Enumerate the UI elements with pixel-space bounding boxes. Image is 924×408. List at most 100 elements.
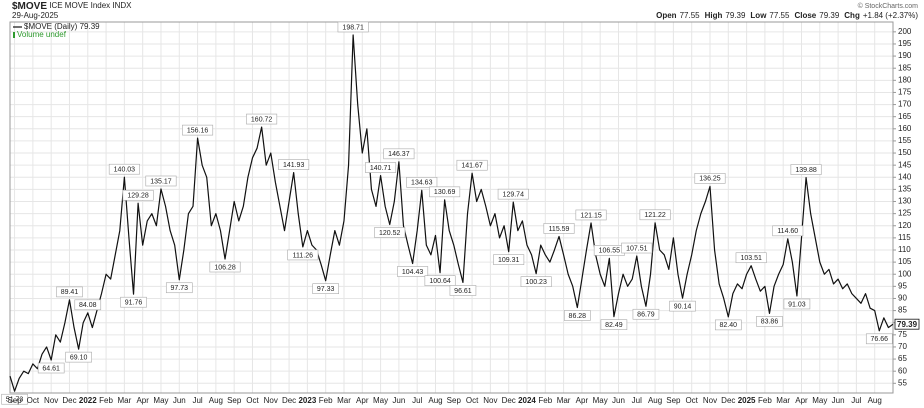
- value-label-text: 106.55: [599, 248, 621, 255]
- last-value-box: [894, 318, 920, 330]
- x-tick-label: Sep: [447, 396, 462, 405]
- value-label-box: [374, 227, 406, 238]
- value-label-text: 107.51: [626, 245, 648, 252]
- series-line: [9, 34, 894, 392]
- value-label-text: 97.73: [171, 285, 189, 292]
- value-label-box: [165, 282, 193, 294]
- value-label-text: 141.67: [461, 163, 483, 170]
- x-tick-label: Nov: [483, 396, 497, 405]
- chart-title: $MOVE ICE MOVE Index INDX: [12, 1, 132, 12]
- value-label: 103.51: [735, 252, 767, 264]
- x-tick-label: Jun: [832, 396, 845, 405]
- value-label-box: [790, 164, 822, 175]
- value-label-box: [337, 21, 369, 33]
- value-label-text: 121.22: [644, 212, 666, 219]
- quote-label: Chg: [844, 11, 860, 20]
- x-tick-label: Dec: [721, 396, 735, 405]
- x-tick-label: Dec: [282, 396, 296, 405]
- quote-value: 79.39: [819, 11, 840, 20]
- value-label-box: [120, 296, 147, 308]
- y-tick-label: 145: [898, 160, 912, 169]
- value-label-box: [735, 252, 767, 264]
- y-tick-label: 170: [898, 100, 912, 109]
- value-label: 51.73: [1, 393, 28, 405]
- value-label: 97.73: [165, 282, 193, 294]
- value-label-text: 156.16: [187, 127, 209, 134]
- y-tick-label: 195: [898, 39, 912, 48]
- value-label-text: 114.60: [777, 228, 798, 235]
- y-tick-label: 150: [898, 148, 912, 157]
- value-label-box: [449, 285, 477, 296]
- x-tick-label: Sep: [666, 396, 681, 405]
- x-tick-label: Dec: [502, 396, 516, 405]
- value-label: 100.23: [520, 276, 552, 287]
- value-label-text: 82.49: [605, 322, 623, 329]
- value-label: 96.61: [449, 285, 477, 296]
- y-tick-label: 200: [898, 27, 912, 36]
- value-label-text: 115.59: [549, 226, 570, 233]
- value-label-text: 141.93: [283, 162, 305, 169]
- x-tick-label: Mar: [337, 396, 351, 405]
- legend-swatch: [13, 32, 15, 38]
- value-label-text: 91.76: [125, 300, 143, 307]
- value-label-box: [397, 266, 429, 277]
- y-tick-label: 105: [898, 257, 912, 266]
- value-label-box: [287, 249, 319, 261]
- value-label: 76.66: [865, 333, 893, 345]
- value-label-box: [714, 319, 742, 331]
- value-label-box: [621, 242, 653, 254]
- value-label-text: 120.52: [379, 230, 401, 237]
- y-tick-label: 125: [898, 209, 912, 218]
- value-label: 115.59: [543, 223, 575, 234]
- value-label-text: 100.23: [525, 279, 547, 286]
- y-tick-label: 85: [898, 306, 907, 315]
- legend-label: $MOVE (Daily) 79.39: [24, 22, 100, 31]
- x-tick-label: Oct: [246, 396, 259, 405]
- y-tick-label: 65: [898, 354, 907, 363]
- x-tick-label: Apr: [576, 396, 589, 405]
- value-label-box: [694, 173, 726, 184]
- x-tick-label: Mar: [776, 396, 790, 405]
- y-tick-label: 115: [898, 233, 911, 242]
- x-tick-label: Feb: [758, 396, 772, 405]
- volume-legend: Volume undef: [17, 30, 67, 39]
- value-label-box: [424, 275, 456, 286]
- x-tick-label: Jul: [192, 396, 202, 405]
- value-label-box: [209, 261, 241, 273]
- value-label: 140.03: [108, 163, 140, 175]
- value-label: 97.33: [312, 283, 339, 295]
- value-label: 135.17: [145, 175, 177, 187]
- x-tick-label: May: [812, 396, 827, 405]
- y-tick-label: 180: [898, 75, 912, 84]
- value-label: 129.74: [497, 188, 529, 200]
- value-label: 120.52: [374, 227, 406, 238]
- value-label-text: 86.79: [637, 312, 655, 319]
- value-label: 86.79: [632, 308, 660, 320]
- quote-value: 77.55: [769, 11, 790, 20]
- x-tick-label: Aug: [428, 396, 442, 405]
- value-label-text: 135.17: [150, 178, 172, 185]
- value-label-box: [632, 308, 660, 320]
- value-label: 91.03: [783, 298, 811, 310]
- value-label-box: [543, 223, 575, 234]
- value-label-box: [865, 333, 893, 345]
- x-tick-label: Jun: [612, 396, 625, 405]
- y-tick-label: 135: [898, 185, 912, 194]
- value-label-box: [182, 124, 214, 136]
- x-tick-label: Apr: [795, 396, 808, 405]
- value-label: 86.28: [564, 310, 591, 321]
- y-tick-label: 155: [898, 136, 912, 145]
- y-tick-label: 160: [898, 124, 912, 133]
- y-tick-label: 60: [898, 366, 907, 375]
- quote-label: Open: [656, 11, 677, 20]
- value-label: 106.28: [209, 261, 241, 273]
- value-label: 146.37: [383, 148, 415, 160]
- quote-value: +1.84 (+2.37%): [863, 11, 918, 20]
- x-tick-label: Oct: [466, 396, 479, 405]
- value-label: 64.61: [37, 362, 65, 374]
- value-label-box: [145, 175, 177, 187]
- x-tick-label: Sep: [7, 396, 22, 405]
- x-tick-label: Apr: [136, 396, 149, 405]
- x-tick-label: Nov: [44, 396, 58, 405]
